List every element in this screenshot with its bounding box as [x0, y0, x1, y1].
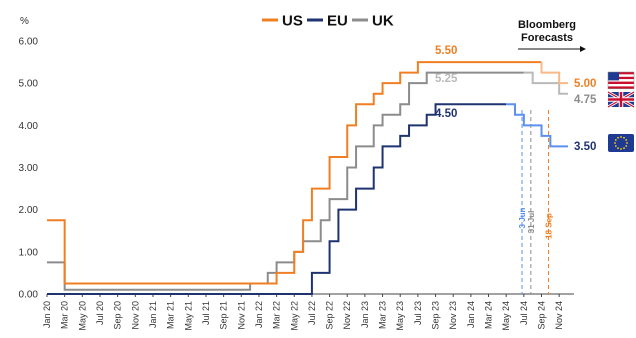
series-line-eu: [47, 103, 507, 295]
annotation-label: 3 Jun: [518, 207, 527, 228]
x-tick-label: Jul 24: [519, 301, 529, 325]
x-tick-label: Nov 23: [448, 301, 458, 330]
x-tick-label: Mar 24: [484, 301, 494, 329]
x-tick-label: May 22: [289, 301, 299, 331]
us-flag-icon: [607, 71, 635, 90]
y-tick-label: 0.00: [19, 290, 39, 301]
x-tick-label: Jul 22: [307, 301, 317, 325]
uk-flag-icon: [607, 90, 635, 109]
x-tick-label: Nov 21: [236, 301, 246, 330]
x-tick-label: Mar 20: [60, 301, 70, 329]
y-tick-label: 3.00: [19, 163, 39, 174]
eu-flag-star: [625, 139, 628, 141]
forecast-title-line1: Bloomberg: [518, 19, 576, 31]
eu-flag-star: [623, 136, 625, 139]
us-flag-stripe: [608, 79, 634, 82]
x-tick-label: Jan 21: [148, 301, 158, 328]
forecast-line-us: [540, 62, 568, 85]
us-flag-border: [607, 71, 635, 90]
eu-flag-field: [608, 134, 634, 152]
forecast-title-line2: Forecasts: [521, 32, 573, 44]
y-unit-label: %: [20, 16, 29, 27]
x-tick-label: May 24: [501, 301, 511, 331]
uk-peak-label: 5.25: [435, 73, 458, 85]
annotation-label: 18 Sep: [545, 213, 554, 239]
us-peak-label: 5.50: [435, 45, 457, 57]
series-line-us: [47, 61, 542, 285]
forecast-line-eu: [506, 103, 568, 148]
x-tick-label: Jan 20: [42, 301, 52, 328]
x-tick-label: May 23: [395, 301, 405, 331]
x-tick-label: Jul 20: [95, 301, 105, 325]
eu-flag-star: [625, 145, 628, 147]
x-tick-label: May 21: [183, 301, 193, 331]
us-flag-stripe: [608, 76, 634, 80]
forecast-arrow-head: [580, 46, 586, 52]
legend-label-us: US: [282, 13, 303, 30]
x-tick-label: Sep 20: [113, 301, 123, 330]
x-tick-label: Mar 23: [378, 301, 388, 329]
eu-end-label: 3.50: [574, 141, 596, 153]
y-tick-label: 5.00: [19, 79, 39, 90]
legend-label-eu: EU: [327, 13, 348, 30]
y-tick-label: 1.00: [19, 247, 39, 258]
legend: US EU UK: [262, 13, 394, 30]
x-tick-label: May 20: [77, 301, 87, 331]
x-tick-label: Jan 22: [254, 301, 264, 328]
eu-flag-star: [626, 142, 628, 144]
x-tick-label: Jul 23: [413, 301, 423, 325]
value-labels: 5.50 5.25 4.50 5.00 4.75 3.50: [435, 45, 597, 153]
us-flag-stripe: [608, 81, 634, 84]
eu-flag-star: [617, 136, 619, 139]
uk-end-label: 4.75: [574, 94, 597, 106]
x-tick-label: Nov 22: [342, 301, 352, 330]
us-flag-stripe: [608, 74, 634, 77]
x-tick-label: Mar 22: [272, 301, 282, 329]
x-tick-label: Nov 24: [554, 301, 564, 330]
flags: [607, 71, 635, 152]
eu-flag-icon: [608, 134, 634, 152]
series-lines: [47, 61, 568, 295]
us-flag-stripe: [608, 72, 634, 75]
annotation-lines: 3 Jun 31 Jul 18 Sep: [518, 110, 554, 294]
us-flag-canton: [608, 72, 619, 81]
eu-flag-star: [617, 147, 619, 150]
eu-flag-star: [614, 139, 617, 141]
x-tick-label: Mar 21: [166, 301, 176, 329]
eu-flag-star: [614, 142, 616, 144]
axes: 0.00 1.00 2.00 3.00 4.00 5.00 6.00 Jan 20 Mar 20…: [19, 37, 574, 331]
x-tick-label: Jul 21: [201, 301, 211, 325]
y-tick-label: 2.00: [19, 205, 39, 216]
us-flag-stripe: [608, 86, 634, 89]
uk-flag-cross-red: [608, 92, 634, 107]
us-end-label: 5.00: [574, 78, 596, 90]
eu-flag-star: [623, 147, 625, 150]
x-tick-label: Sep 24: [537, 301, 547, 330]
y-tick-label: 4.00: [19, 121, 39, 132]
x-tick-label: Sep 23: [431, 301, 441, 330]
legend-label-uk: UK: [372, 13, 394, 30]
x-tick-label: Sep 21: [219, 301, 229, 330]
eu-flag-star: [620, 136, 622, 138]
eu-flag-star: [614, 145, 617, 147]
forecast-line-uk: [523, 71, 568, 95]
y-tick-label: 6.00: [19, 37, 39, 48]
annotation-label: 31 Jul: [527, 211, 536, 234]
x-tick-label: Nov 20: [130, 301, 140, 330]
us-flag-stripe: [608, 84, 634, 87]
x-tick-label: Sep 22: [325, 301, 335, 330]
eu-flag-star: [620, 148, 622, 150]
x-tick-label: Jan 23: [360, 301, 370, 328]
eu-peak-label: 4.50: [435, 108, 457, 120]
x-tick-label: Jan 24: [466, 301, 476, 328]
